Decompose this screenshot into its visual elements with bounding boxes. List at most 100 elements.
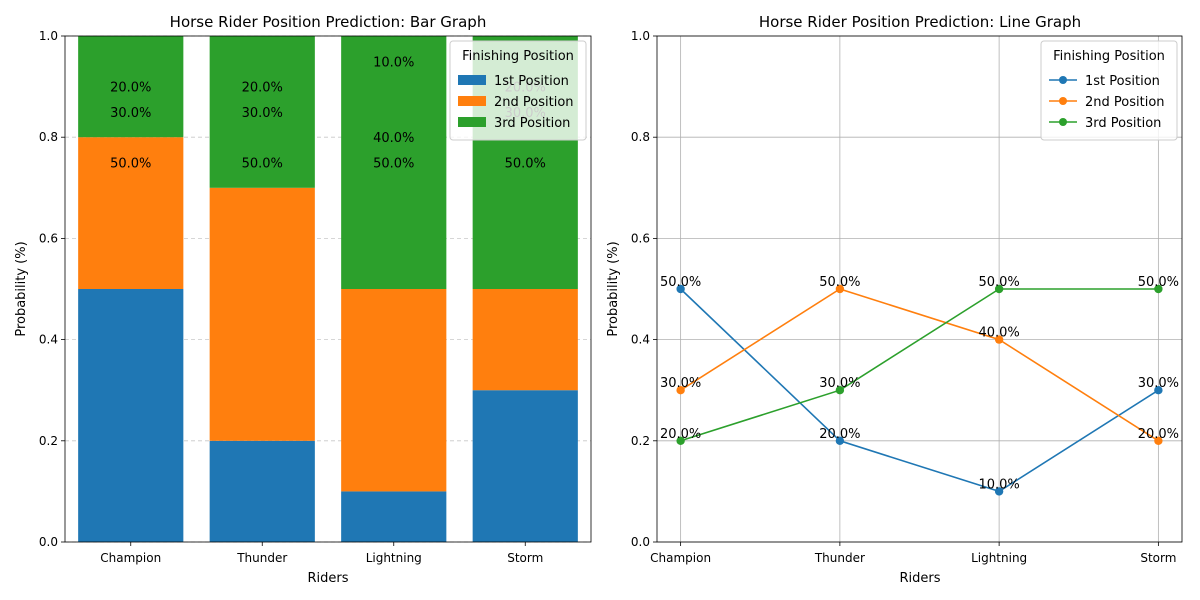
- bar-data-label-champion: 50.0%: [110, 157, 151, 172]
- line-2nd-position: [680, 288, 1159, 442]
- line-series-2nd-position: [676, 284, 1163, 445]
- line-chart-xtick-lightning: Lightning: [971, 551, 1027, 565]
- bar-storm-2nd-position: [472, 289, 578, 391]
- line-series-3rd-position: [676, 284, 1163, 445]
- line-chart-ytick-label: 0.4: [631, 333, 650, 347]
- point-1st-position-thunder: [835, 436, 845, 445]
- bar-chart-bars: [78, 36, 578, 542]
- bar-chart-legend: Finishing Position 1st Position 2nd Positi…: [449, 40, 587, 141]
- line-chart: Horse Rider Position Prediction: Line Gr…: [606, 13, 1183, 586]
- line-data-label-3rd-position-lightning: 50.0%: [978, 275, 1019, 290]
- point-3rd-position-storm: [1154, 284, 1163, 294]
- line-data-label-2nd-position-thunder: 50.0%: [819, 275, 860, 290]
- bar-data-label-thunder: 20.0%: [242, 81, 283, 96]
- bar-chart-xlabel: Riders: [307, 571, 348, 586]
- line-chart-legend-label-3rd-position: 3rd Position: [1085, 116, 1161, 131]
- line-chart-ytick-label: 0.2: [631, 434, 650, 448]
- line-chart-xlabel: Riders: [899, 571, 940, 586]
- line-chart-xtick-thunder: Thunder: [814, 551, 865, 565]
- point-2nd-position-storm: [1154, 436, 1163, 445]
- bar-data-label-thunder: 50.0%: [242, 157, 283, 172]
- line-1st-position: [680, 288, 1159, 493]
- bar-chart-legend-swatch-3rd-position: [458, 117, 486, 127]
- bar-champion-1st-position: [78, 289, 184, 542]
- point-3rd-position-lightning: [994, 284, 1004, 294]
- point-1st-position-storm: [1154, 386, 1163, 395]
- line-chart-legend-marker-2nd-position: [1059, 97, 1067, 105]
- bar-data-label-champion: 20.0%: [110, 81, 151, 96]
- line-data-label-3rd-position-champion: 20.0%: [660, 427, 701, 442]
- line-chart-legend-label-2nd-position: 2nd Position: [1085, 95, 1165, 110]
- line-chart-data-labels: 50.0% 20.0% 10.0% 30.0% 30.0% 50.0% 40.0% 20.0%…: [660, 275, 1179, 492]
- bar-data-label-lightning: 10.0%: [373, 55, 414, 70]
- bar-champion-3rd-position: [78, 36, 184, 138]
- point-2nd-position-lightning: [994, 335, 1004, 344]
- line-chart-legend-title: Finishing Position: [1053, 49, 1165, 64]
- line-data-label-2nd-position-lightning: 40.0%: [978, 326, 1019, 341]
- line-chart-legend-label-1st-position: 1st Position: [1085, 74, 1160, 89]
- bar-chart-ylabel: Probability (%): [14, 241, 29, 336]
- bar-data-label-storm: 50.0%: [505, 157, 546, 172]
- line-data-label-1st-position-champion: 50.0%: [660, 275, 701, 290]
- line-chart-legend-marker-1st-position: [1059, 76, 1067, 84]
- bar-storm-1st-position: [472, 390, 578, 542]
- bar-data-label-lightning: 40.0%: [373, 131, 414, 146]
- bar-chart-legend-label-2nd-position: 2nd Position: [494, 95, 574, 110]
- line-data-label-1st-position-storm: 30.0%: [1138, 376, 1179, 391]
- bar-thunder-2nd-position: [209, 187, 315, 441]
- bar-champion-2nd-position: [78, 137, 184, 289]
- bar-chart: Horse Rider Position Prediction: Bar Gra…: [14, 13, 592, 586]
- line-data-label-2nd-position-champion: 30.0%: [660, 376, 701, 391]
- line-chart-legend-marker-3rd-position: [1059, 118, 1067, 126]
- line-data-label-2nd-position-storm: 20.0%: [1138, 427, 1179, 442]
- line-3rd-position: [680, 288, 1159, 442]
- line-chart-ylabel: Probability (%): [606, 241, 621, 336]
- bar-chart-ytick-label: 1.0: [39, 29, 58, 43]
- point-3rd-position-thunder: [835, 386, 845, 395]
- bar-chart-ytick-label: 0.6: [39, 231, 58, 245]
- bar-thunder-1st-position: [209, 440, 315, 542]
- line-chart-frame: [656, 35, 1183, 543]
- bar-data-label-lightning: 50.0%: [373, 157, 414, 172]
- bar-chart-legend-label-1st-position: 1st Position: [494, 74, 569, 89]
- bar-chart-legend-title: Finishing Position: [462, 49, 574, 64]
- line-chart-legend-box: [1040, 40, 1178, 141]
- bar-chart-title: Horse Rider Position Prediction: Bar Gra…: [170, 13, 487, 31]
- point-1st-position-lightning: [994, 487, 1004, 496]
- line-chart-xtick-champion: Champion: [650, 551, 711, 565]
- bar-chart-legend-swatch-2nd-position: [458, 96, 486, 106]
- bar-chart-xtick-storm: Storm: [507, 551, 543, 565]
- point-2nd-position-champion: [676, 386, 685, 395]
- bar-lightning-2nd-position: [341, 289, 447, 492]
- line-data-label-3rd-position-thunder: 30.0%: [819, 376, 860, 391]
- line-chart-ytick-label: 1.0: [631, 29, 650, 43]
- point-2nd-position-thunder: [835, 284, 845, 294]
- line-chart-ytick-label: 0.6: [631, 231, 650, 245]
- bar-chart-ytick-label: 0.2: [39, 434, 58, 448]
- bar-lightning-1st-position: [341, 491, 447, 542]
- bar-chart-xtick-thunder: Thunder: [236, 551, 287, 565]
- bar-chart-frame: [64, 35, 592, 543]
- bar-chart-xtick-lightning: Lightning: [366, 551, 422, 565]
- bar-chart-ytick-label: 0.4: [39, 333, 58, 347]
- line-chart-xtick-storm: Storm: [1140, 551, 1176, 565]
- point-1st-position-champion: [676, 284, 685, 294]
- bar-thunder-3rd-position: [209, 36, 315, 188]
- line-data-label-1st-position-thunder: 20.0%: [819, 427, 860, 442]
- bar-chart-legend-label-3rd-position: 3rd Position: [494, 116, 570, 131]
- bar-lightning-3rd-position: [341, 36, 447, 289]
- line-data-label-1st-position-lightning: 10.0%: [978, 477, 1019, 492]
- line-series-1st-position: [676, 284, 1163, 496]
- bar-chart-legend-box: [449, 40, 587, 141]
- line-chart-ytick-label: 0.0: [631, 535, 650, 549]
- bar-chart-xtick-champion: Champion: [100, 551, 161, 565]
- line-chart-ytick-label: 0.8: [631, 130, 650, 144]
- line-data-label-3rd-position-storm: 50.0%: [1138, 275, 1179, 290]
- bar-chart-ytick-label: 0.0: [39, 535, 58, 549]
- bar-chart-legend-swatch-1st-position: [458, 75, 486, 85]
- line-chart-title: Horse Rider Position Prediction: Line Gr…: [759, 13, 1081, 31]
- point-3rd-position-champion: [676, 436, 685, 445]
- bar-chart-ytick-label: 0.8: [39, 130, 58, 144]
